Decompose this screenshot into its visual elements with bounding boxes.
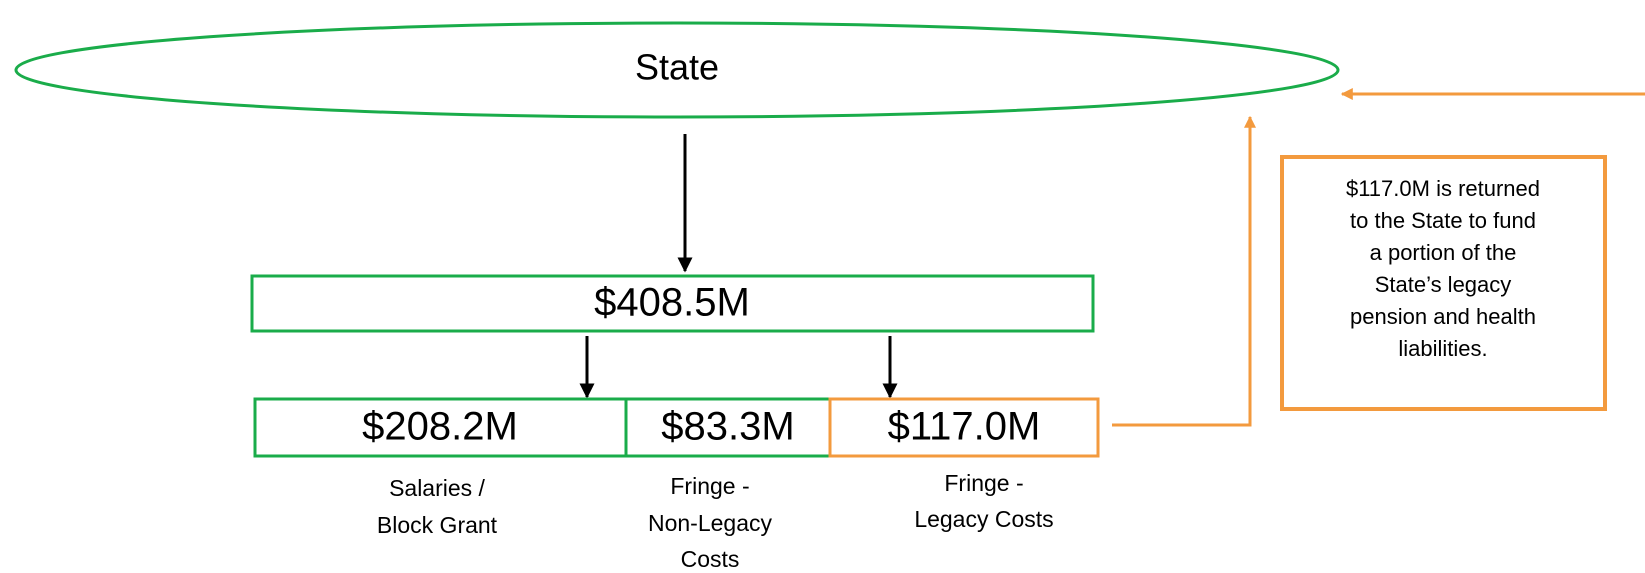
- note-line: to the State to fund: [1350, 208, 1536, 233]
- legacy-box: [828, 397, 1100, 458]
- caption: Legacy Costs: [914, 506, 1053, 532]
- legacy-label: $117.0M: [888, 405, 1041, 449]
- note-line: State’s legacy: [1375, 272, 1512, 297]
- note: $117.0M is returned to the State to fund a…: [1346, 176, 1540, 361]
- caption: Block Grant: [377, 512, 498, 538]
- caption: Fringe -: [944, 470, 1023, 496]
- nonlegacy-label: $83.3M: [661, 405, 794, 449]
- note-line: pension and health: [1350, 304, 1536, 329]
- state-ellipse: [14, 21, 1340, 119]
- total-box: [250, 274, 1095, 333]
- note-box: [1280, 155, 1607, 411]
- caption: Non-Legacy: [648, 510, 773, 536]
- salaries-label: $208.2M: [362, 405, 518, 449]
- caption: Fringe -: [670, 473, 749, 499]
- note-line: liabilities.: [1398, 336, 1487, 361]
- note-line: a portion of the: [1370, 240, 1517, 265]
- total-label: $408.5M: [594, 281, 750, 325]
- return-arrow: [1112, 115, 1256, 427]
- caption: Costs: [681, 546, 740, 572]
- state-label: State: [635, 47, 719, 88]
- note-line: $117.0M is returned: [1346, 176, 1540, 201]
- caption: Salaries /: [389, 475, 485, 501]
